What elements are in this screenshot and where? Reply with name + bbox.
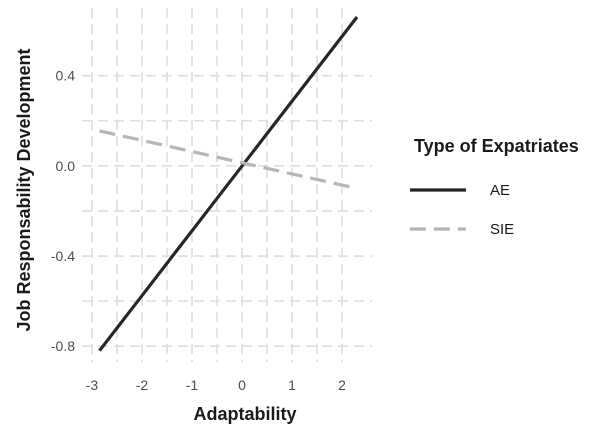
x-tick-label: 2 — [338, 377, 346, 393]
x-tick-label: -3 — [86, 377, 99, 393]
x-tick-label: -1 — [186, 377, 199, 393]
x-tick-label: 1 — [288, 377, 296, 393]
x-tick-label: 0 — [238, 377, 246, 393]
y-tick-labels: -0.8 -0.4 0.0 0.4 — [51, 68, 75, 355]
y-axis-title: Job Responsability Development — [14, 48, 34, 331]
y-tick-label: -0.4 — [51, 248, 75, 264]
series-lines — [98, 16, 359, 352]
y-tick-label: 0.4 — [56, 68, 76, 84]
x-tick-labels: -3 -2 -1 0 1 2 — [86, 377, 346, 393]
series-line-sie — [99, 129, 353, 189]
legend: Type of Expatriates AE SIE — [410, 136, 579, 238]
y-tick-label: 0.0 — [56, 158, 76, 174]
grid — [82, 8, 372, 362]
x-tick-label: -2 — [136, 377, 149, 393]
y-tick-label: -0.8 — [51, 338, 75, 354]
x-axis-title: Adaptability — [193, 404, 296, 424]
legend-title: Type of Expatriates — [414, 136, 579, 156]
series-line-ae — [98, 16, 359, 352]
legend-label-sie: SIE — [490, 221, 514, 238]
legend-label-ae: AE — [490, 182, 510, 199]
